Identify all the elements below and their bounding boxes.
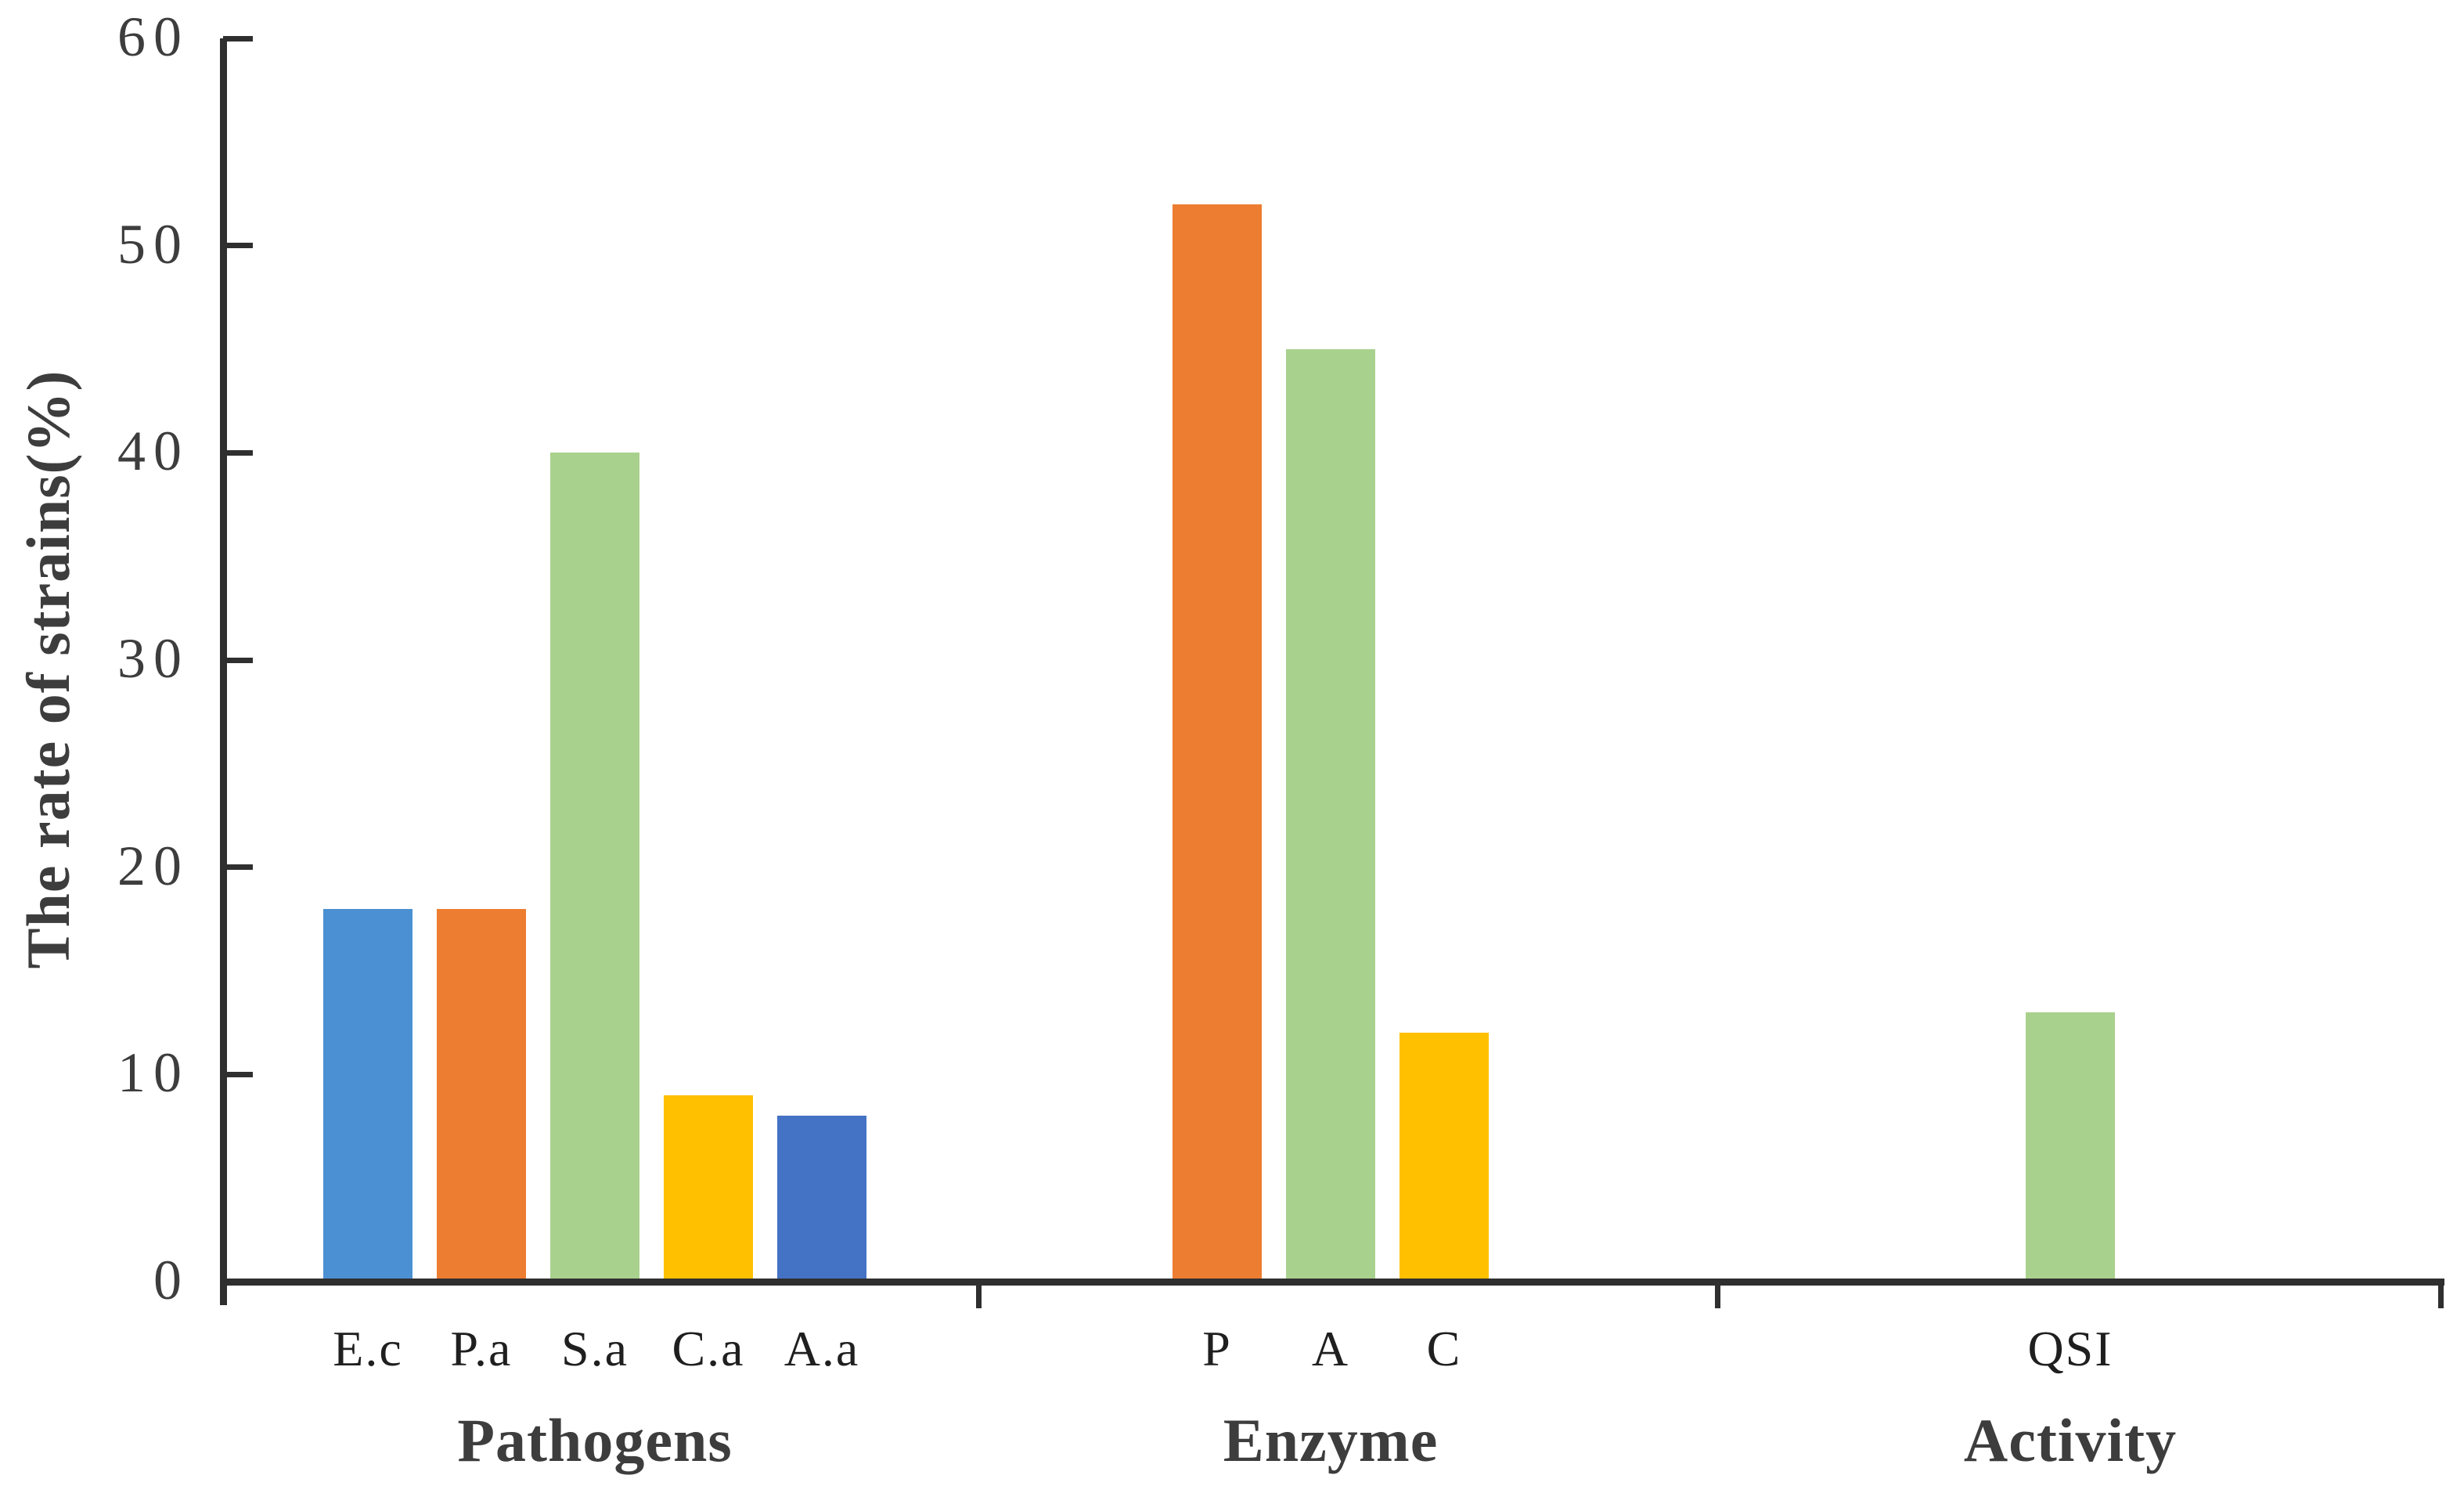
y-tick-label: 20 xyxy=(117,834,189,897)
bar-E.c xyxy=(323,908,412,1282)
bar-label-E.c: E.c xyxy=(333,1321,403,1376)
bar-label-C.a: C.a xyxy=(672,1321,745,1376)
bar-C xyxy=(1400,1033,1489,1282)
y-tick-label: 0 xyxy=(153,1248,189,1311)
x-axis-tick xyxy=(1714,1282,1720,1308)
bar-label-P: P xyxy=(1202,1321,1232,1376)
x-axis-line xyxy=(219,1278,2444,1286)
bar-S.a xyxy=(550,453,639,1282)
y-tick-label: 10 xyxy=(117,1041,189,1105)
group-label-Pathogens: Pathogens xyxy=(457,1406,733,1474)
bar-P.a xyxy=(437,908,526,1282)
y-axis-line xyxy=(219,38,227,1305)
y-tick-label: 40 xyxy=(117,420,189,483)
bar-label-QSI: QSI xyxy=(2027,1321,2113,1376)
bar-QSI xyxy=(2026,1012,2115,1282)
y-tick-label: 60 xyxy=(117,5,189,68)
group-label-Enzyme: Enzyme xyxy=(1223,1406,1439,1474)
bar-label-S.a: S.a xyxy=(561,1321,629,1376)
bar-A.a xyxy=(777,1116,866,1282)
x-axis-tick xyxy=(2437,1282,2444,1308)
y-axis-tick xyxy=(223,35,253,41)
bar-label-P.a: P.a xyxy=(450,1321,513,1376)
bar-A xyxy=(1286,349,1375,1282)
bar-C.a xyxy=(664,1095,753,1282)
bar-label-C: C xyxy=(1426,1321,1462,1376)
y-axis-tick xyxy=(223,1071,253,1077)
bar-label-A.a: A.a xyxy=(784,1321,860,1376)
bar-label-A: A xyxy=(1311,1321,1350,1376)
y-axis-tick xyxy=(223,243,253,249)
y-axis-tick xyxy=(223,864,253,871)
group-label-Activity: Activity xyxy=(1963,1406,2178,1474)
y-axis-tick xyxy=(223,657,253,663)
bar-P xyxy=(1173,204,1262,1282)
y-tick-label: 50 xyxy=(117,212,189,276)
y-axis-tick xyxy=(223,449,253,456)
x-axis-tick xyxy=(975,1282,982,1308)
y-tick-label: 30 xyxy=(117,626,189,690)
